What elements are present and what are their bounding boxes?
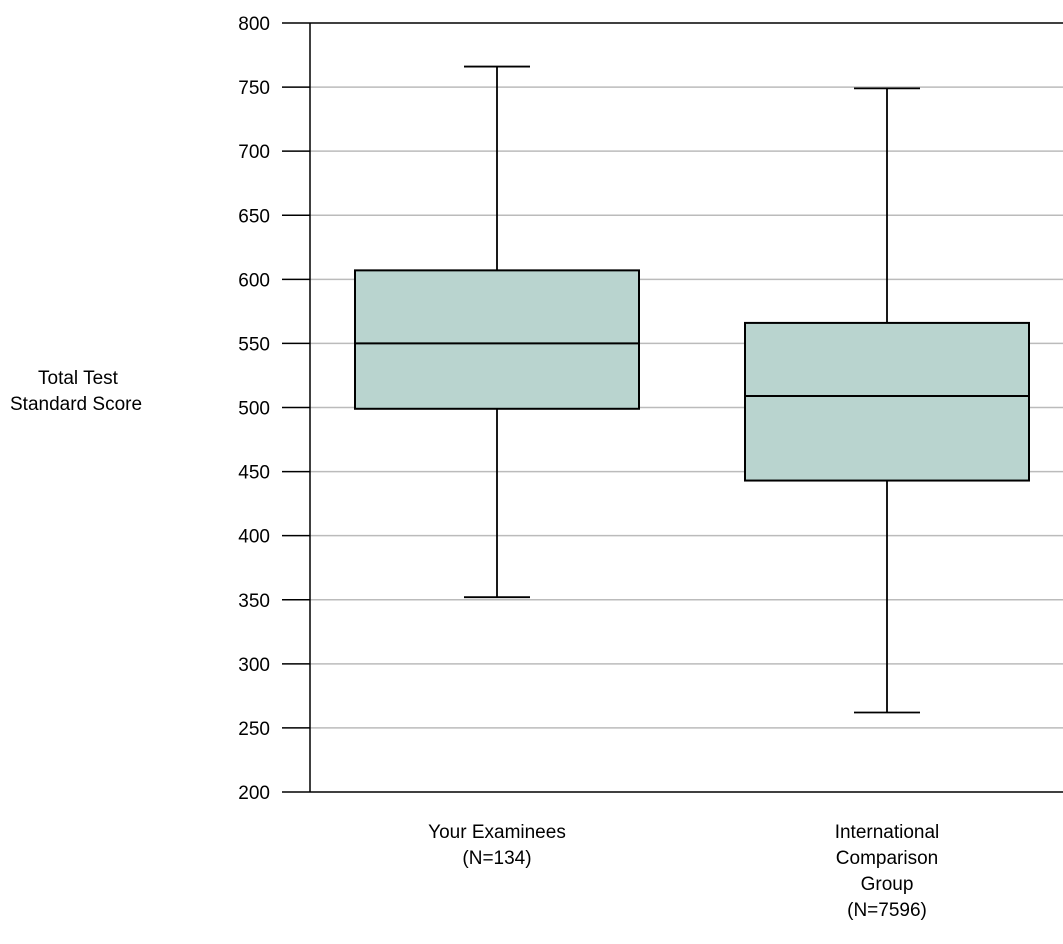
y-tick-label: 250 (238, 719, 270, 740)
y-tick-label: 450 (238, 463, 270, 484)
box-plot-item (354, 65, 640, 599)
y-tick-label: 350 (238, 591, 270, 612)
y-tick-label: 500 (238, 399, 270, 420)
category-label-line: (N=7596) (847, 900, 927, 921)
category-label-line: (N=134) (462, 848, 532, 869)
y-axis-label: Total Test Standard Score (0, 366, 235, 418)
iqr-box (354, 269, 640, 410)
y-tick-label: 600 (238, 270, 270, 291)
y-axis-label-line: Total Test (38, 368, 118, 389)
category-label-line: Group (860, 874, 914, 895)
y-tick-label: 700 (238, 142, 270, 163)
category-label-line: Comparison (835, 848, 939, 869)
iqr-box (744, 321, 1030, 482)
x-category-label-international-comparison: International Comparison Group (N=7596) (787, 820, 987, 924)
category-label-line: International (834, 822, 940, 843)
y-tick-label: 300 (238, 655, 270, 676)
y-tick-label: 650 (238, 206, 270, 227)
y-tick-label: 750 (238, 78, 270, 99)
y-tick-labels: 200 250 300 350 400 450 500 550 600 650 700 750 800 (238, 14, 270, 804)
box-plot-item (744, 87, 1030, 714)
category-label-line: Your Examinees (428, 822, 566, 843)
y-tick-label: 200 (238, 783, 270, 804)
y-tick-label: 550 (238, 334, 270, 355)
box-series (354, 65, 1030, 714)
y-tick-label: 800 (238, 14, 270, 35)
y-axis-label-line: Standard Score (10, 394, 143, 415)
axes (282, 22, 1063, 793)
x-category-label-your-examinees: Your Examinees (N=134) (397, 820, 597, 872)
y-tick-label: 400 (238, 527, 270, 548)
